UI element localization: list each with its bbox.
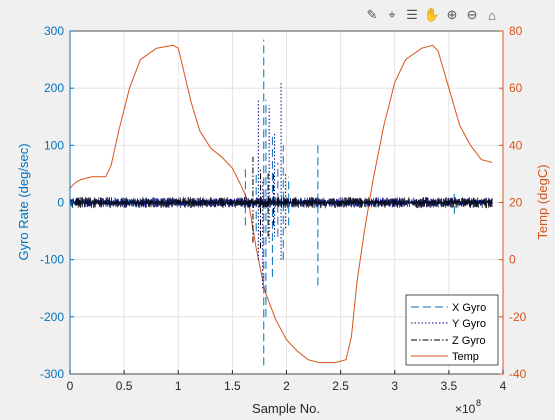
- x-exponent-power: 8: [476, 398, 481, 408]
- x-tick-label: 3.5: [441, 379, 458, 393]
- axes-toolbar: ✎ ⌖ ☰ ✋ ⊕ ⊖ ⌂: [363, 6, 501, 26]
- x-tick-label: 1: [175, 379, 182, 393]
- x-tick-label: 1.5: [224, 379, 241, 393]
- right-y-tick-label: 60: [509, 81, 523, 95]
- brush-icon[interactable]: ✎: [366, 7, 378, 22]
- zoom-in-icon[interactable]: ⊕: [446, 7, 458, 22]
- right-y-tick-label: 20: [509, 196, 523, 210]
- right-y-tick-label: 80: [509, 24, 523, 38]
- legend-label-x-gyro: X Gyro: [452, 302, 486, 314]
- left-y-tick-label: 100: [44, 138, 64, 152]
- data-tips-icon[interactable]: ⌖: [388, 7, 396, 22]
- legend-label-z-gyro: Z Gyro: [452, 335, 486, 347]
- right-y-axis-label: Temp (degC): [535, 164, 550, 239]
- right-y-tick-label: -40: [509, 367, 527, 381]
- left-y-tick-label: 200: [44, 81, 64, 95]
- legend-box: [405, 294, 499, 366]
- legend-icon[interactable]: ☰: [406, 7, 418, 22]
- x-tick-label: 3: [391, 379, 398, 393]
- x-tick-label: 4: [500, 379, 507, 393]
- left-y-axis-label: Gyro Rate (deg/sec): [16, 143, 31, 260]
- left-y-tick-label: 300: [44, 24, 64, 38]
- pan-icon[interactable]: ✋: [423, 7, 441, 22]
- home-icon[interactable]: ⌂: [488, 7, 496, 23]
- zoom-out-icon[interactable]: ⊖: [466, 7, 478, 22]
- gyro-series: [69, 39, 493, 366]
- right-y-tick-label: -20: [509, 310, 527, 324]
- right-y-tick-label: 40: [509, 138, 523, 152]
- left-y-tick-label: -300: [40, 367, 64, 381]
- x-tick-label: 2.5: [332, 379, 349, 393]
- left-y-tick-label: -200: [40, 310, 64, 324]
- x-axis-label: Sample No.: [252, 401, 320, 416]
- temp-line: [69, 44, 493, 364]
- temp-series: [69, 44, 493, 364]
- x-tick-label: 0: [67, 379, 74, 393]
- right-y-tick-label: 0: [509, 253, 516, 267]
- axis-ticks: 0 0.5 1 1.5 2 2.5 3 3.5 4-300-200-1000100200300-…: [40, 24, 527, 393]
- left-y-tick-label: -100: [40, 253, 64, 267]
- x-tick-label: 0.5: [116, 379, 133, 393]
- legend-label-temp: Temp: [452, 351, 479, 363]
- legend[interactable]: X Gyro Y Gyro Z Gyro Temp: [405, 294, 499, 366]
- x-tick-label: 2: [283, 379, 290, 393]
- left-y-tick-label: 0: [57, 196, 64, 210]
- x-exponent-base: ×10: [455, 402, 476, 416]
- legend-label-y-gyro: Y Gyro: [452, 318, 486, 330]
